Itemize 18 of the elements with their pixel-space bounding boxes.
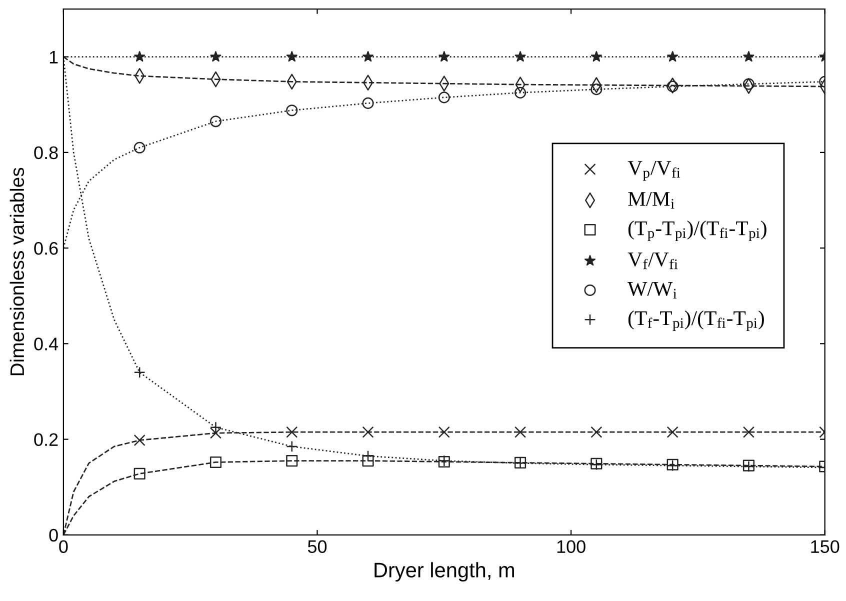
legend-label: V$_{f}$/V$_{fi}$ — [628, 252, 678, 270]
legend-label: V$_{p}$/V$_{fi}$ — [628, 160, 680, 181]
x-tick-label: 50 — [308, 540, 327, 554]
x-tick-label: 150 — [811, 540, 840, 554]
y-tick-label: 0 — [49, 528, 58, 542]
y-tick-label: 0.6 — [34, 242, 58, 255]
x-tick-label: 0 — [59, 540, 68, 554]
legend-label: M/M$_{i}$ — [628, 192, 674, 209]
y-tick-label: 0.8 — [34, 146, 58, 160]
x-axis-title: Dryer length, m — [374, 562, 514, 582]
y-tick-label: 0.2 — [34, 433, 58, 446]
text: (T$_{p}$-T$_{pi}$)/(T$_{fi}$-T$_{pi}$) — [628, 220, 766, 242]
x-tick-label: 100 — [557, 540, 586, 554]
legend-label: W/W$_{i}$ — [628, 282, 677, 299]
y-axis-title: Dimensionless variables — [10, 168, 24, 376]
y-tick-label: 0.4 — [34, 338, 58, 350]
y-tick-label: 1 — [50, 50, 58, 64]
text: (T$_{f}$-T$_{pi}$)/(T$_{fi}$-T$_{pi}$) — [628, 310, 764, 331]
